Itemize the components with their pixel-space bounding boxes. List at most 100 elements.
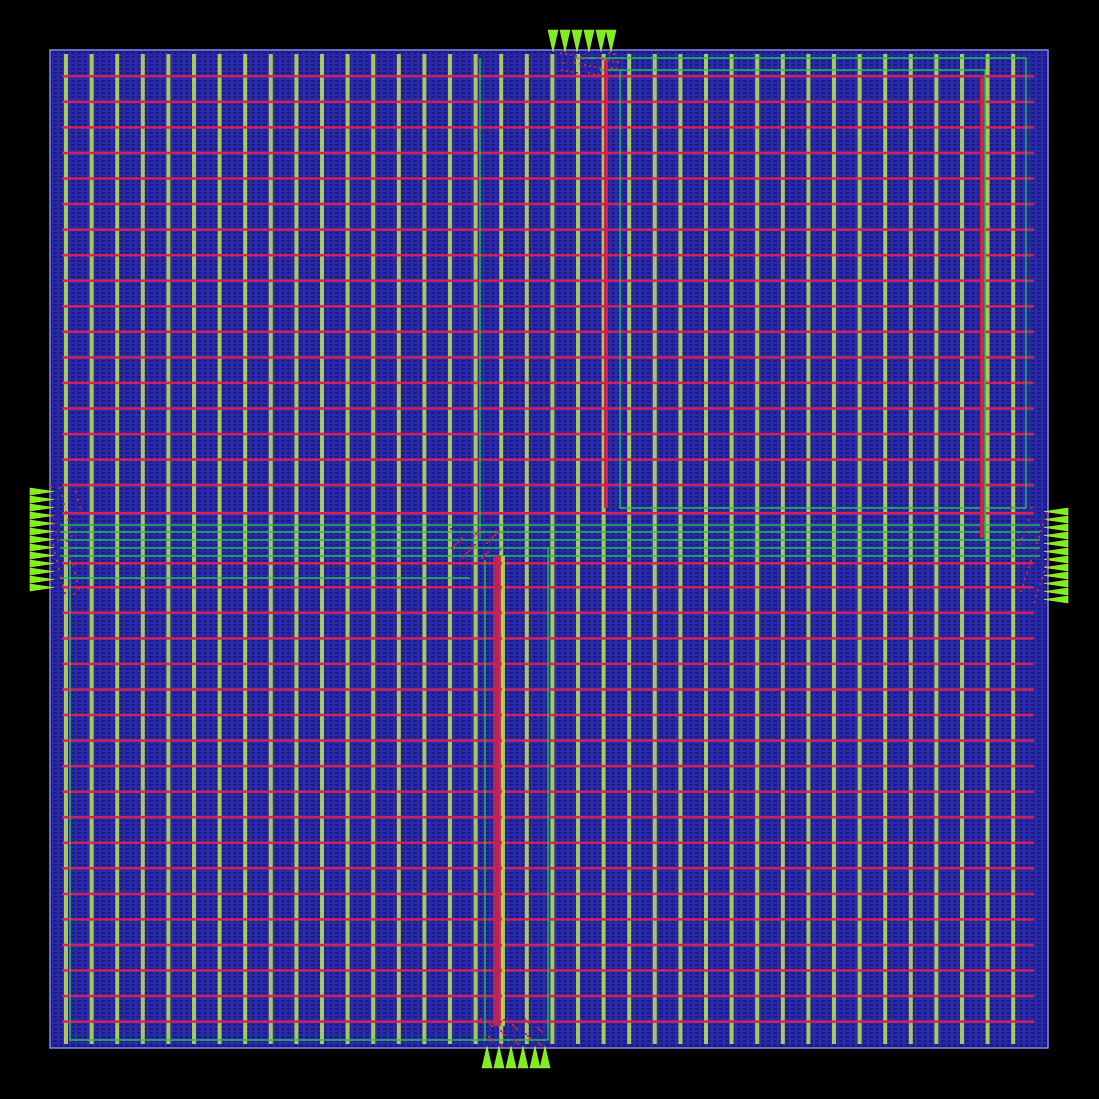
pin-logic-cell: [489, 1023, 491, 1025]
pin-logic-cell: [58, 568, 60, 570]
signal-route: [600, 69, 986, 540]
pin-logic-cell: [464, 554, 466, 556]
io-pin: [1043, 547, 1069, 556]
pin-logic-cell: [490, 1038, 492, 1040]
pin-logic-cell: [612, 60, 614, 62]
horizontal-power-strap: [62, 483, 1034, 487]
io-pin: [595, 29, 607, 53]
pin-logic-cell: [56, 560, 58, 562]
io-pin: [29, 575, 55, 584]
vertical-power-strap: [550, 54, 555, 1044]
pin-logic-cell: [502, 1032, 504, 1034]
pin-logic-cell: [541, 1031, 543, 1033]
pin-logic-cell: [450, 528, 452, 530]
io-pin: [29, 519, 55, 528]
pin-logic-cell: [616, 68, 618, 70]
pin-logic-cell: [539, 1029, 541, 1031]
pin-logic-cell: [451, 547, 453, 549]
cell-row-fill: [52, 52, 1046, 1046]
pin-logic-cell: [537, 1027, 539, 1029]
vertical-power-strap: [601, 54, 606, 1044]
horizontal-power-strap: [62, 75, 1034, 78]
vertical-power-straps: [64, 54, 1016, 1044]
horizontal-power-strap: [62, 330, 1034, 334]
pin-logic-cell: [1042, 524, 1044, 526]
io-pin: [539, 1045, 551, 1069]
vertical-trunk: [604, 60, 608, 508]
signal-route: [575, 57, 1027, 509]
pin-logic-cell: [1027, 519, 1029, 521]
horizontal-power-strap: [62, 356, 1034, 359]
pin-logic-cell: [65, 511, 67, 513]
horizontal-power-strap: [62, 432, 1034, 436]
io-pin: [29, 503, 55, 512]
vertical-power-strap: [192, 54, 196, 1044]
vertical-power-strap: [320, 54, 324, 1044]
pin-logic-cell: [516, 1028, 518, 1030]
pin-logic-cell: [611, 67, 613, 69]
signal-route: [69, 548, 549, 1041]
pin-logic-cell: [470, 548, 472, 550]
pin-logic-cell: [579, 63, 581, 65]
pin-logic-cell: [607, 59, 609, 61]
pin-logic-cell: [594, 66, 596, 68]
pin-logic-cell: [498, 530, 500, 532]
vertical-trunk: [493, 556, 501, 1026]
vertical-power-strap: [140, 54, 145, 1044]
vertical-trunk: [980, 78, 984, 538]
vertical-power-strap: [268, 54, 273, 1044]
pin-logic-cell: [501, 1045, 503, 1047]
pin-logic-cell: [514, 1026, 516, 1028]
vertical-power-strap: [780, 54, 785, 1044]
vertical-power-strap: [345, 54, 350, 1044]
vertical-power-strap: [627, 54, 632, 1044]
pin-logic-cell: [1038, 536, 1040, 538]
io-pin: [29, 559, 55, 568]
vertical-power-strap: [883, 54, 888, 1044]
pin-logic-cell: [1047, 559, 1049, 561]
pin-logic-cell: [1023, 531, 1025, 533]
pin-logic-cell: [52, 544, 54, 546]
vertical-power-strap: [166, 54, 171, 1044]
io-pin: [1043, 531, 1069, 540]
pin-logic-cell: [1034, 548, 1036, 550]
pin-logic-cell: [61, 495, 63, 497]
horizontal-power-strap: [62, 253, 1034, 257]
io-pins[interactable]: [29, 29, 1069, 1069]
vertical-power-strap: [64, 54, 68, 1044]
pin-logic-cell: [500, 1030, 502, 1032]
vertical-power-strap: [89, 54, 94, 1044]
horizontal-power-strap: [62, 305, 1034, 308]
pin-logic-cell: [494, 534, 496, 536]
io-pin: [505, 1045, 517, 1069]
horizontal-power-strap: [62, 177, 1034, 180]
pin-logic-cell: [570, 54, 572, 56]
vertical-power-strap: [576, 54, 580, 1044]
pin-logic-cell: [597, 57, 599, 59]
pin-logic-cell: [585, 57, 587, 59]
pin-logic-cell: [566, 70, 568, 72]
pin-logic-cell: [504, 1034, 506, 1036]
pin-logic-cell: [474, 544, 476, 546]
pin-logic-cell: [575, 55, 577, 57]
pin-logic-cell: [70, 556, 72, 558]
io-pin: [29, 495, 55, 504]
pin-logic-cell: [480, 1018, 482, 1020]
pin-logic-cell: [529, 1037, 531, 1039]
io-pin: [1043, 515, 1069, 524]
pin-logic-cell: [1040, 530, 1042, 532]
io-pin: [583, 29, 595, 53]
pin-logic-cell: [584, 64, 586, 66]
pin-logic-cell: [576, 72, 578, 74]
pin-logic-cell: [513, 1039, 515, 1041]
pin-logic-cell: [1028, 566, 1030, 568]
pin-logic-cell: [487, 551, 489, 553]
pin-logic-cell: [466, 552, 468, 554]
pin-logic-cell: [512, 1024, 514, 1026]
pin-logic-cell: [588, 72, 590, 74]
pin-logic-cell: [488, 540, 490, 542]
signal-routes: [60, 57, 1040, 1041]
io-pin: [1043, 587, 1069, 596]
